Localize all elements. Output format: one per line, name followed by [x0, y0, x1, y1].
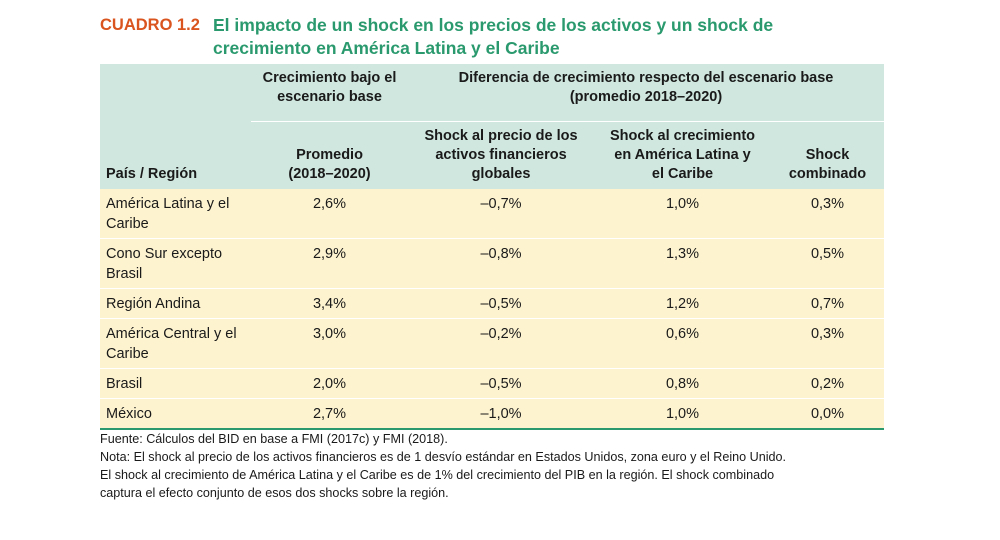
cell-text: Región Andina [106, 296, 201, 312]
note-line: captura el efecto conjunto de esos dos s… [100, 486, 449, 500]
table-body: América Latina y el Caribe 2,6% –0,7% 1,… [100, 189, 885, 430]
table-caption: El impacto de un shock en los precios de… [213, 14, 913, 60]
header-text: Promedio [296, 147, 363, 163]
cell-text: México [106, 406, 152, 422]
header-text: Shock [805, 147, 850, 163]
cell-asset-shock: –0,8% [408, 238, 594, 289]
cell-asset-shock: –0,5% [408, 368, 594, 399]
header-text: (2018–2020) [288, 166, 371, 182]
header-text: (promedio 2018–2020) [569, 89, 723, 105]
header-text: escenario base [277, 89, 382, 105]
header-group-difference: Diferencia de crecimiento respecto del e… [408, 64, 885, 122]
cell-country: Región Andina [100, 288, 251, 319]
cell-text: América Central y el [106, 326, 237, 342]
header-asset-shock: Shock al precio de los activos financier… [408, 121, 594, 189]
header-group-baseline: Crecimiento bajo el escenario base [251, 64, 408, 122]
cell-text: Brasil [106, 266, 143, 282]
header-average: Promedio (2018–2020) [251, 121, 408, 189]
table-header: Crecimiento bajo el escenario base Difer… [100, 64, 885, 189]
note-line: El shock al crecimiento de América Latin… [100, 468, 775, 482]
cell-country: América Central y el Caribe [100, 318, 251, 369]
cell-asset-shock: –0,7% [408, 189, 594, 239]
cell-text: Caribe [106, 346, 149, 362]
header-combined-shock: Shock combinado [771, 121, 885, 189]
header-text: activos financieros [435, 147, 567, 163]
table-notes: Fuente: Cálculos del BID en base a FMI (… [100, 430, 900, 502]
note-line: Nota: El shock al precio de los activos … [100, 450, 787, 464]
cell-growth-shock: 1,3% [594, 238, 771, 289]
header-text: Shock al precio de los [424, 128, 578, 144]
header-text: Crecimiento bajo el [262, 70, 397, 86]
cell-country: América Latina y el Caribe [100, 189, 251, 239]
source-note: Fuente: Cálculos del BID en base a FMI (… [100, 432, 448, 446]
header-text: Shock al crecimiento [609, 128, 756, 144]
cell-combined-shock: 0,2% [771, 368, 885, 399]
cell-asset-shock: –0,5% [408, 288, 594, 319]
header-text: el Caribe [651, 166, 714, 182]
cell-growth-shock: 0,6% [594, 318, 771, 369]
table-row: Región Andina 3,4% –0,5% 1,2% 0,7% [100, 288, 885, 319]
cell-growth-shock: 1,0% [594, 189, 771, 239]
table-caption-line-1: El impacto de un shock en los precios de… [213, 15, 774, 35]
header-text: en América Latina y [614, 147, 751, 163]
cell-combined-shock: 0,3% [771, 318, 885, 369]
cell-text: Brasil [106, 376, 143, 392]
header-text: Diferencia de crecimiento respecto del e… [458, 70, 834, 86]
cell-average: 3,4% [251, 288, 408, 319]
header-empty [100, 64, 251, 122]
table-row: Brasil 2,0% –0,5% 0,8% 0,2% [100, 368, 885, 399]
table-row: México 2,7% –1,0% 1,0% 0,0% [100, 398, 885, 430]
cell-country: Brasil [100, 368, 251, 399]
cell-country: Cono Sur excepto Brasil [100, 238, 251, 289]
data-table: Crecimiento bajo el escenario base Difer… [100, 64, 885, 430]
cell-average: 2,9% [251, 238, 408, 289]
cell-text: Cono Sur excepto [106, 246, 223, 262]
header-country: País / Región [100, 121, 251, 189]
cell-combined-shock: 0,7% [771, 288, 885, 319]
header-text: combinado [788, 166, 867, 182]
cell-combined-shock: 0,0% [771, 398, 885, 430]
table-row: América Latina y el Caribe 2,6% –0,7% 1,… [100, 189, 885, 239]
cell-growth-shock: 0,8% [594, 368, 771, 399]
cell-asset-shock: –1,0% [408, 398, 594, 430]
cell-average: 2,7% [251, 398, 408, 430]
cell-asset-shock: –0,2% [408, 318, 594, 369]
cell-country: México [100, 398, 251, 430]
cell-combined-shock: 0,5% [771, 238, 885, 289]
table-row: América Central y el Caribe 3,0% –0,2% 0… [100, 318, 885, 369]
cell-average: 2,0% [251, 368, 408, 399]
cell-average: 3,0% [251, 318, 408, 369]
header-text: globales [471, 166, 531, 182]
table-title: CUADRO 1.2 El impacto de un shock en los… [100, 14, 920, 60]
cell-combined-shock: 0,3% [771, 189, 885, 239]
cell-growth-shock: 1,0% [594, 398, 771, 430]
cell-growth-shock: 1,2% [594, 288, 771, 319]
cell-text: Caribe [106, 216, 149, 232]
table-number: CUADRO 1.2 [100, 16, 200, 34]
cell-text: América Latina y el [106, 196, 230, 212]
table-caption-line-2: crecimiento en América Latina y el Carib… [213, 38, 560, 58]
cell-average: 2,6% [251, 189, 408, 239]
table-row: Cono Sur excepto Brasil 2,9% –0,8% 1,3% … [100, 238, 885, 289]
header-growth-shock: Shock al crecimiento en América Latina y… [594, 121, 771, 189]
